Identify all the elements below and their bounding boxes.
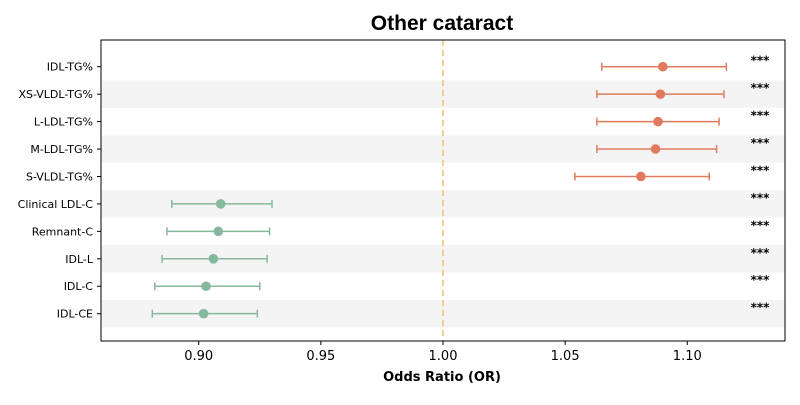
x-tick-label: 1.05 bbox=[551, 349, 580, 364]
significance-label: *** bbox=[751, 191, 771, 205]
y-tick-label: M-LDL-TG% bbox=[30, 143, 93, 156]
x-tick-label: 0.90 bbox=[184, 349, 213, 364]
significance-label: *** bbox=[751, 273, 771, 287]
significance-label: *** bbox=[751, 218, 771, 232]
x-tick-label: 1.10 bbox=[673, 349, 702, 364]
y-tick-label: S-VLDL-TG% bbox=[26, 170, 93, 183]
y-tick-label: IDL-C bbox=[64, 280, 94, 293]
or-point bbox=[658, 61, 668, 72]
y-tick-label: L-LDL-TG% bbox=[34, 116, 93, 129]
x-axis-label: Odds Ratio (OR) bbox=[383, 370, 501, 385]
chart-marks: *** *** *** *** *** *** *** *** *** *** bbox=[151, 54, 771, 319]
significance-label: *** bbox=[751, 109, 771, 123]
or-point bbox=[213, 226, 224, 237]
y-tick-label: IDL-L bbox=[65, 253, 94, 266]
x-tick-label: 1.00 bbox=[429, 349, 458, 364]
y-tick-label: Remnant-C bbox=[32, 225, 94, 238]
or-point bbox=[655, 89, 666, 99]
or-point bbox=[650, 144, 661, 154]
or-point bbox=[653, 116, 663, 127]
significance-label: *** bbox=[751, 163, 771, 177]
significance-label: *** bbox=[751, 246, 771, 260]
chart-axes: IDL-TG% XS-VLDL-TG% L-LDL-TG% M-LDL-TG% S-VL… bbox=[18, 39, 786, 364]
or-point bbox=[201, 281, 211, 292]
y-tick-label: XS-VLDL-TG% bbox=[18, 88, 93, 101]
y-tick-label: IDL-TG% bbox=[47, 61, 93, 74]
significance-label: *** bbox=[751, 81, 771, 95]
significance-label: *** bbox=[751, 54, 771, 68]
significance-label: *** bbox=[751, 301, 771, 315]
or-point bbox=[208, 253, 219, 264]
y-tick-label: Clinical LDL-C bbox=[18, 198, 94, 211]
or-point bbox=[198, 308, 209, 319]
or-point bbox=[636, 171, 646, 182]
chart-title: Other cataract bbox=[371, 12, 513, 35]
or-point bbox=[215, 199, 226, 209]
y-tick-label: IDL-CE bbox=[57, 308, 93, 321]
x-tick-label: 0.95 bbox=[306, 349, 335, 364]
significance-label: *** bbox=[751, 136, 771, 150]
